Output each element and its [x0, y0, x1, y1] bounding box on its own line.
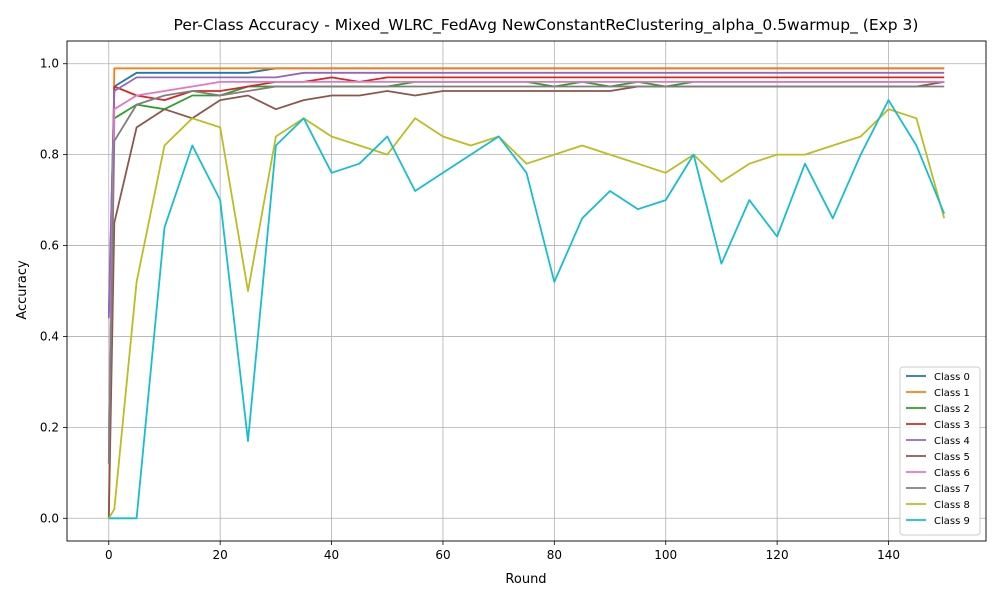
series-line-class-6 [107, 81, 945, 442]
legend-box [899, 366, 981, 536]
legend-label: Class 6 [934, 468, 970, 479]
series-line-class-9 [108, 99, 946, 520]
x-tick-label: 120 [766, 548, 789, 562]
x-tick-label: 0 [105, 548, 113, 562]
x-axis-label: Round [505, 572, 546, 587]
series-line-class-8 [108, 108, 946, 519]
plot-background [67, 41, 986, 541]
legend: Class 0 Class 1 Class 2 Class 3 Class 4 Class… [899, 366, 981, 536]
legend-label: Class 8 [934, 500, 970, 511]
chart-title: Per-Class Accuracy - Mixed_WLRC_FedAvg N… [174, 16, 919, 35]
y-axis-label: Accuracy [15, 260, 30, 320]
x-tick-label: 100 [654, 548, 677, 562]
legend-label: Class 3 [934, 420, 970, 431]
y-tick-label: 0.4 [40, 329, 59, 343]
series-line-class-1 [107, 67, 945, 519]
x-tick-label: 140 [877, 548, 900, 562]
axis-ticks: 0 20 40 60 80 100 120 140 0.0 0.2 0.4 0.6 0.8 1.0 [40, 57, 900, 562]
series-line-class-4 [107, 71, 945, 319]
x-tick-label: 20 [213, 548, 228, 562]
grid-lines [67, 41, 986, 541]
plot-frame [66, 40, 987, 542]
legend-label: Class 4 [934, 436, 970, 447]
legend-label: Class 5 [934, 452, 970, 463]
legend-label: Class 0 [934, 372, 970, 383]
x-tick-label: 60 [435, 548, 450, 562]
y-tick-label: 0.8 [40, 148, 59, 162]
plot-area: 0 20 40 60 80 100 120 140 0.0 0.2 0.4 0.6 0.8 1.0 [40, 40, 987, 562]
y-tick-label: 0.2 [40, 420, 59, 434]
y-tick-label: 1.0 [40, 57, 59, 71]
x-tick-label: 40 [324, 548, 339, 562]
y-tick-label: 0.0 [40, 511, 59, 525]
legend-label: Class 9 [934, 516, 970, 527]
legend-label: Class 1 [934, 388, 970, 399]
legend-label: Class 2 [934, 404, 970, 415]
y-tick-label: 0.6 [40, 239, 59, 253]
series-line-class-7 [107, 85, 945, 464]
legend-label: Class 7 [934, 484, 970, 495]
series-line-class-3 [107, 76, 945, 464]
series-lines [107, 67, 946, 520]
x-tick-label: 80 [547, 548, 562, 562]
